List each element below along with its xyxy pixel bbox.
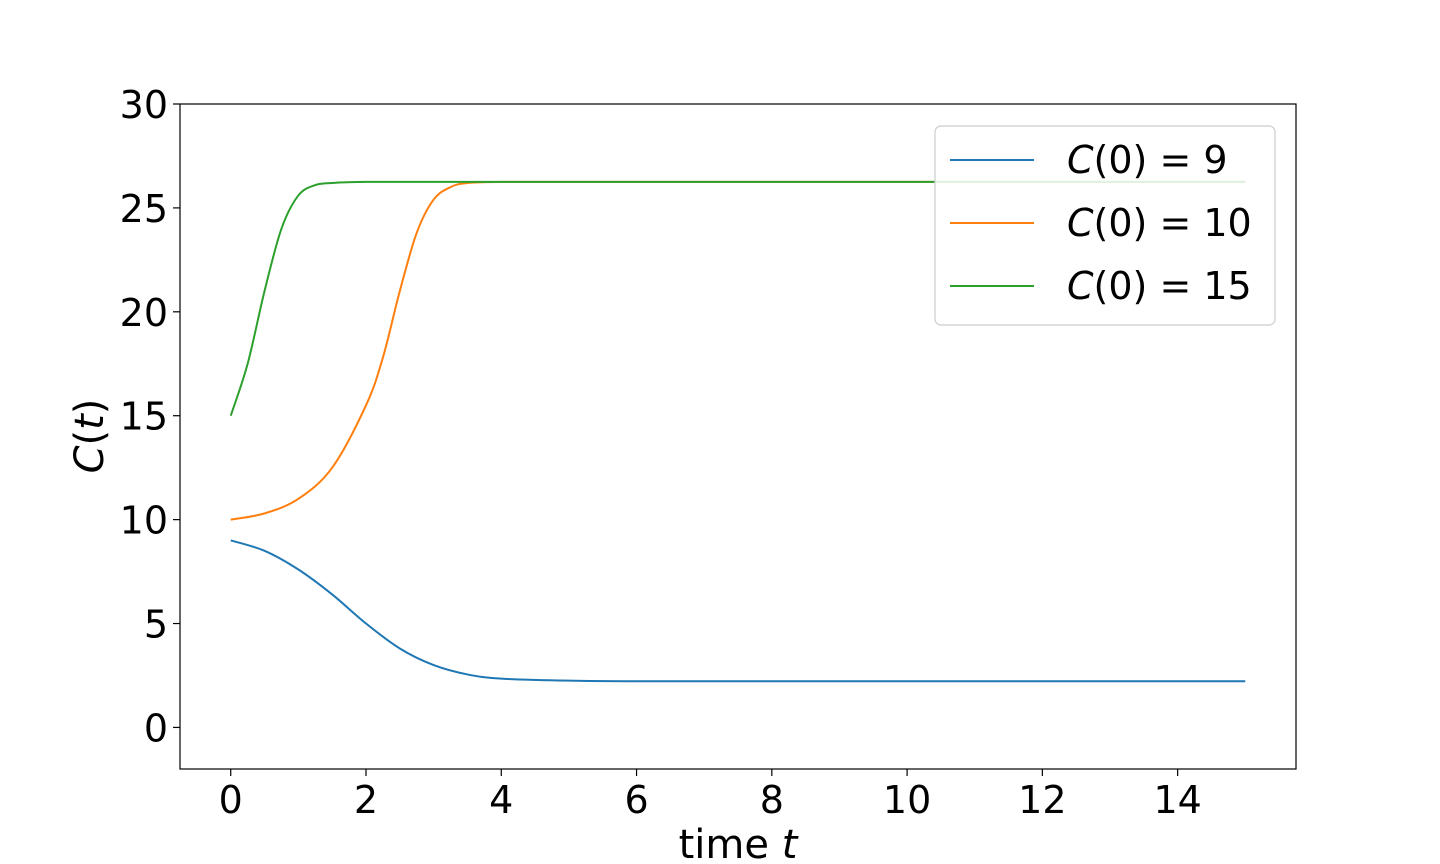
y-tick-label: 30: [120, 83, 168, 127]
x-axis-ticks: 0 2 4 6 8 10 12 14: [219, 769, 1202, 822]
y-tick-label: 15: [120, 395, 168, 439]
y-tick-label: 10: [120, 499, 168, 543]
x-tick-label: 12: [1018, 778, 1066, 822]
y-tick-label: 5: [144, 603, 168, 647]
x-tick-label: 6: [624, 778, 648, 822]
legend-label-0: C(0) = 9: [1067, 138, 1228, 182]
y-axis-ticks: 0 5 10 15 20 25 30: [120, 83, 180, 750]
series-line-2: [229, 180, 1246, 417]
y-tick-label: 20: [120, 291, 168, 335]
x-tick-label: 8: [760, 778, 784, 822]
x-tick-label: 4: [489, 778, 513, 822]
legend-label-2: C(0) = 15: [1067, 264, 1252, 308]
series-line-0: [230, 539, 1246, 683]
series-lines: [229, 180, 1246, 683]
x-tick-label: 10: [883, 778, 931, 822]
legend-box: [934, 125, 1276, 326]
x-tick-label: 2: [354, 778, 378, 822]
legend: C(0) = 9 C(0) = 10 C(0) = 15: [934, 125, 1276, 326]
x-axis-label: time t: [679, 822, 799, 864]
axes-frame: [179, 103, 1297, 770]
y-axis-label: C(t): [67, 399, 113, 474]
y-tick-label: 0: [144, 706, 168, 750]
legend-label-1: C(0) = 10: [1067, 201, 1252, 245]
y-tick-label: 25: [120, 187, 168, 231]
x-tick-label: 0: [219, 778, 243, 822]
x-tick-label: 14: [1153, 778, 1201, 822]
